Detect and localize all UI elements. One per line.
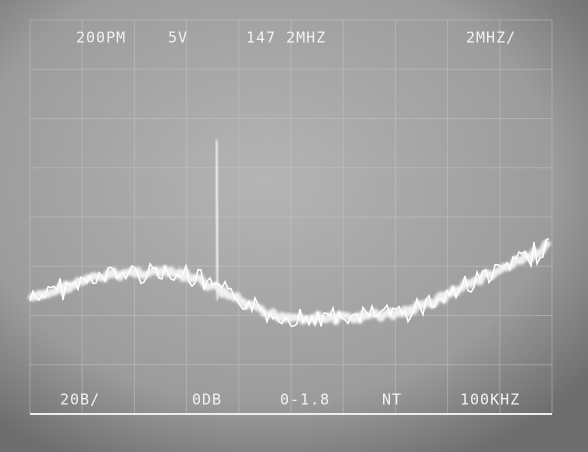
top-readout: 147 2MHZ	[246, 29, 326, 47]
bottom-readout: 100KHZ	[460, 391, 520, 409]
top-readout: 2MHZ/	[466, 29, 516, 47]
page: 200PM 5V 147 2MHZ 2MHZ/ 20B/ 0DB 0-1.8 N…	[0, 0, 588, 452]
bottom-readout: NT	[382, 391, 402, 409]
screen-photo: 200PM 5V 147 2MHZ 2MHZ/ 20B/ 0DB 0-1.8 N…	[0, 0, 588, 452]
top-readout: 200PM	[76, 29, 126, 47]
bottom-readout: 0DB	[192, 391, 222, 409]
bottom-readout: 20B/	[60, 391, 100, 409]
top-readout: 5V	[168, 29, 188, 47]
bottom-readout: 0-1.8	[280, 391, 330, 409]
signal-spike	[216, 140, 218, 300]
